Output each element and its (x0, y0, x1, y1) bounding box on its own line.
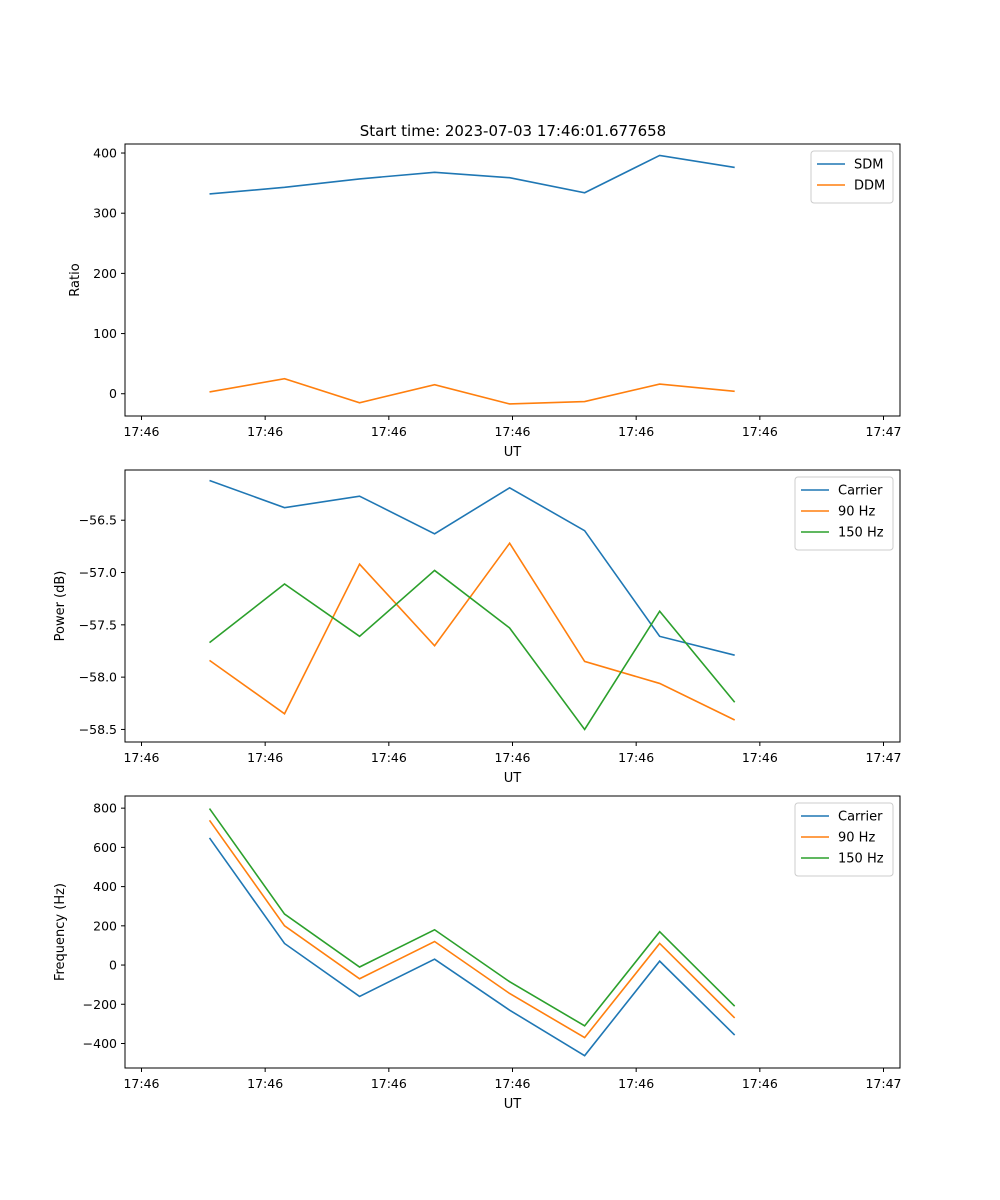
y-tick-label: 300 (93, 206, 117, 221)
series-line-90-hz (208, 819, 736, 1039)
y-tick-label: −58.0 (79, 670, 117, 685)
x-tick-label: 17:46 (618, 424, 654, 439)
legend-label: DDM (854, 179, 885, 194)
x-tick-label: 17:46 (742, 424, 778, 439)
x-tick-label: 17:46 (123, 750, 159, 765)
legend-label: 150 Hz (838, 526, 884, 541)
legend: SDM DDM (810, 150, 894, 204)
x-tick-label: 17:46 (618, 750, 654, 765)
x-axis-label: UT (504, 771, 522, 786)
x-tick-label: 17:46 (371, 1076, 407, 1091)
x-tick-label: 17:46 (247, 424, 283, 439)
series-line-ddm (209, 377, 735, 405)
series-line-90-hz (209, 541, 736, 721)
y-tick-label: 400 (93, 146, 117, 161)
y-tick-label: 200 (93, 266, 117, 281)
series-line-150-hz (208, 808, 736, 1027)
x-tick-label: 17:47 (865, 1076, 901, 1091)
y-tick-label: 0 (109, 958, 117, 973)
y-tick-label: −57.5 (79, 617, 117, 632)
x-tick-label: 17:46 (123, 424, 159, 439)
x-axis-label: UT (504, 445, 522, 460)
series-line-sdm (209, 154, 735, 195)
legend: Carrier 90 Hz 150 Hz (794, 476, 894, 551)
series-line-carrier (208, 837, 736, 1057)
x-tick-label: 17:46 (742, 750, 778, 765)
x-tick-label: 17:46 (494, 750, 530, 765)
y-tick-label: −58.5 (79, 722, 117, 737)
axes-3: 17:46 17:46 17:46 17:46 17:46 17:46 17:47 −400 −… (53, 795, 902, 1112)
figure-title: Start time: 2023-07-03 17:46:01.677658 (360, 122, 666, 140)
legend-label: Carrier (838, 810, 883, 825)
x-tick-label: 17:46 (494, 424, 530, 439)
y-tick-label: 800 (93, 801, 117, 816)
x-tick-label: 17:46 (618, 1076, 654, 1091)
y-tick-label: −200 (83, 997, 117, 1012)
x-tick-label: 17:46 (371, 750, 407, 765)
x-tick-label: 17:47 (865, 750, 901, 765)
y-tick-label: −56.5 (79, 513, 117, 528)
x-tick-label: 17:46 (123, 1076, 159, 1091)
series-line-carrier (209, 479, 735, 656)
legend-label: 90 Hz (838, 505, 875, 520)
x-tick-label: 17:46 (742, 1076, 778, 1091)
series-line-150-hz (209, 569, 736, 731)
y-tick-label: 400 (93, 879, 117, 894)
legend-label: 150 Hz (838, 852, 884, 867)
y-axis-label: Power (dB) (53, 571, 68, 642)
x-tick-label: 17:46 (494, 1076, 530, 1091)
y-tick-label: 600 (93, 840, 117, 855)
y-axis-label: Frequency (Hz) (53, 883, 68, 981)
x-tick-label: 17:46 (247, 1076, 283, 1091)
y-tick-label: −57.0 (79, 565, 117, 580)
x-tick-label: 17:46 (247, 750, 283, 765)
axes-1: 17:46 17:46 17:46 17:46 17:46 17:46 17:47 0 100 2… (68, 143, 902, 460)
y-tick-label: −400 (83, 1036, 117, 1051)
legend: Carrier 90 Hz 150 Hz (794, 802, 894, 877)
axes-2: 17:46 17:46 17:46 17:46 17:46 17:46 17:47 −58.5… (53, 469, 902, 786)
axes-container: 17:46 17:46 17:46 17:46 17:46 17:46 17:47 0 100 2… (53, 143, 902, 1112)
legend-label: SDM (854, 158, 883, 173)
y-tick-label: 0 (109, 386, 117, 401)
legend-label: Carrier (838, 484, 883, 499)
legend-label: 90 Hz (838, 831, 875, 846)
x-tick-label: 17:46 (371, 424, 407, 439)
x-axis-label: UT (504, 1097, 522, 1112)
y-tick-label: 100 (93, 326, 117, 341)
y-tick-label: 200 (93, 918, 117, 933)
x-tick-label: 17:47 (865, 424, 901, 439)
y-axis-label: Ratio (68, 263, 83, 296)
